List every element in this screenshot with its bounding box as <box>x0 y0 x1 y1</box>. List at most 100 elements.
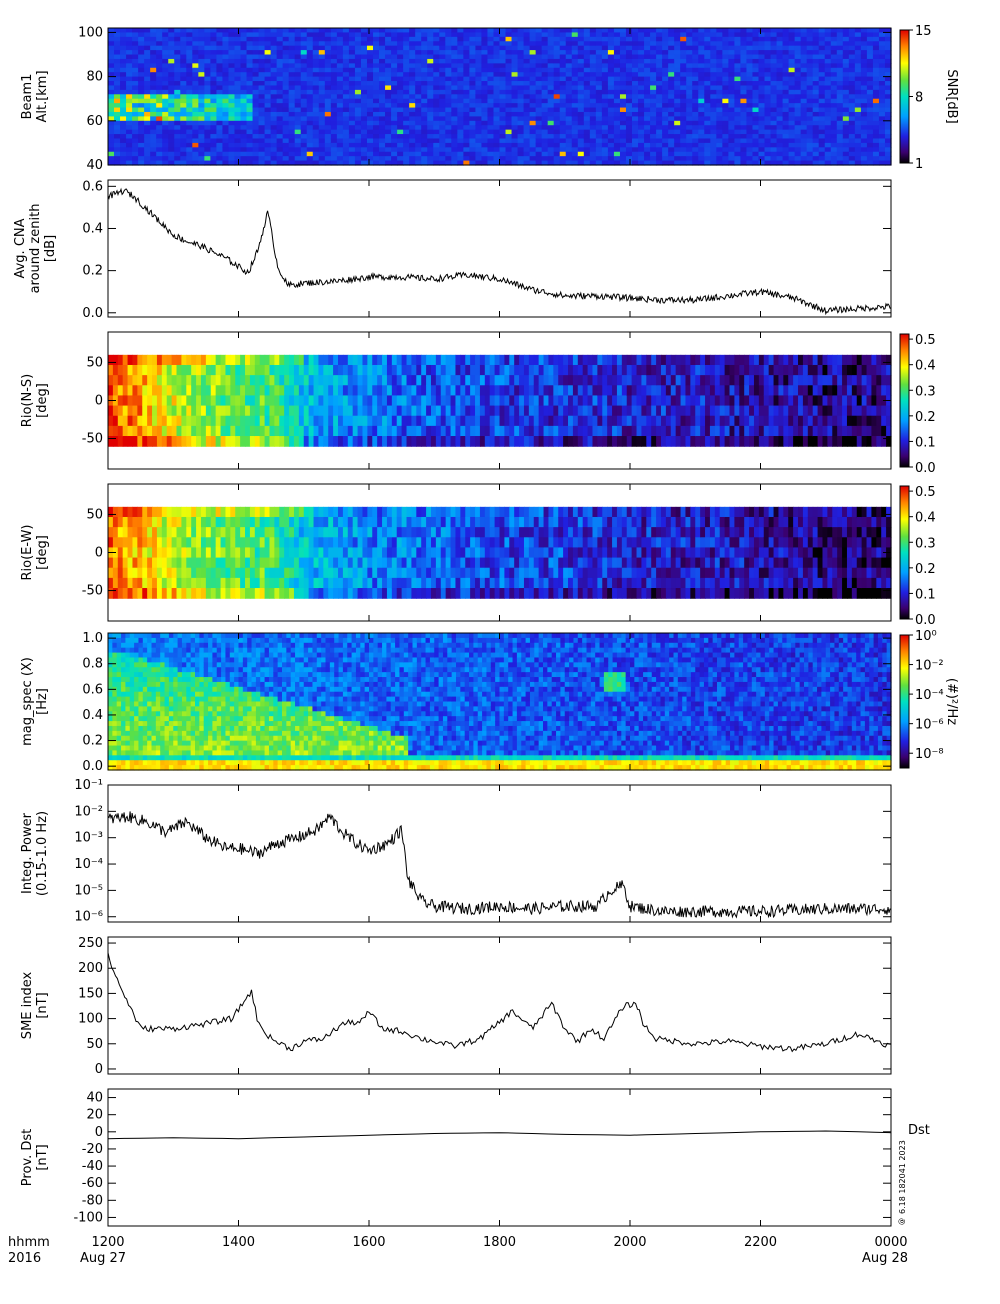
beam1-cell <box>518 81 525 86</box>
beam1-cell <box>222 99 229 104</box>
beam1-cell <box>608 121 615 126</box>
beam1-cell <box>692 55 699 60</box>
beam1-cell <box>277 103 284 108</box>
rio-ns-cell <box>137 426 142 437</box>
beam1-cell <box>680 55 687 60</box>
beam1-cell <box>325 68 332 73</box>
beam1-cell <box>174 63 181 68</box>
beam1-cell <box>722 68 729 73</box>
beam1-cell <box>379 108 386 113</box>
beam1-cell <box>704 103 711 108</box>
beam1-cell <box>686 28 693 33</box>
beam1-cell <box>469 85 476 90</box>
rio-ns-cell <box>544 365 549 376</box>
beam1-cell <box>138 94 145 99</box>
rio-ns-cell <box>553 385 558 396</box>
beam1-cell <box>409 77 416 82</box>
beam1-cell <box>656 68 663 73</box>
rio-ns-cell <box>152 365 157 376</box>
beam1-cell <box>656 37 663 42</box>
beam1-cell <box>186 46 193 51</box>
beam1-cell <box>572 156 579 161</box>
beam1-cell <box>138 112 145 117</box>
beam1-cell <box>126 28 133 33</box>
beam1-cell <box>234 55 241 60</box>
beam1-cell <box>397 90 404 95</box>
rio-ns-cell <box>333 395 338 406</box>
beam1-cell <box>734 121 741 126</box>
beam1-cell <box>771 28 778 33</box>
beam1-cell <box>596 63 603 68</box>
rio-ns-cell <box>524 436 529 447</box>
beam1-cell <box>277 32 284 37</box>
rio-ns-cell <box>147 406 152 417</box>
beam1-cell <box>758 147 765 152</box>
beam1-cell <box>692 50 699 55</box>
beam1-cell <box>138 121 145 126</box>
beam1-cell <box>162 81 169 86</box>
rio-ns-cell <box>250 406 255 417</box>
beam1-cell <box>698 32 705 37</box>
rio-ns-cell <box>274 406 279 417</box>
rio-ns-cell <box>235 395 240 406</box>
beam1-cell <box>355 77 362 82</box>
beam1-cell <box>867 121 874 126</box>
rio-ns-cell <box>177 406 182 417</box>
beam1-cell <box>584 121 591 126</box>
beam1-cell <box>867 156 874 161</box>
beam1-cell <box>614 125 621 130</box>
beam1-cell <box>313 99 320 104</box>
beam1-cell <box>108 147 115 152</box>
beam1-cell <box>638 138 645 143</box>
beam1-cell <box>771 138 778 143</box>
beam1-cell <box>403 99 410 104</box>
beam1-cell <box>415 152 422 157</box>
beam1-cell <box>512 37 519 42</box>
beam1-cell <box>337 125 344 130</box>
beam1-cell <box>283 28 290 33</box>
beam1-cell <box>150 125 157 130</box>
rio-ns-cell <box>548 365 553 376</box>
beam1-cell <box>391 77 398 82</box>
beam1-cell <box>114 50 121 55</box>
beam1-cell <box>307 55 314 60</box>
beam1-cell <box>524 50 531 55</box>
beam1-cell <box>295 130 302 135</box>
beam1-cell <box>463 121 470 126</box>
beam1-cell <box>746 28 753 33</box>
beam1-cell <box>174 156 181 161</box>
rio-ns-cell <box>289 416 294 427</box>
beam1-cell <box>572 103 579 108</box>
beam1-cell <box>439 46 446 51</box>
beam1-cell <box>469 81 476 86</box>
beam1-cell <box>277 130 284 135</box>
beam1-cell <box>349 32 356 37</box>
beam1-cell <box>644 46 651 51</box>
beam1-cell <box>813 138 820 143</box>
beam1-cell <box>614 50 621 55</box>
beam1-cell <box>156 130 163 135</box>
beam1-cell <box>204 138 211 143</box>
beam1-cell <box>512 134 519 139</box>
beam1-cell <box>379 63 386 68</box>
beam1-cell <box>620 143 627 148</box>
beam1-cell <box>777 68 784 73</box>
beam1-cell <box>475 81 482 86</box>
rio-ns-cell <box>230 355 235 366</box>
beam1-cell <box>192 147 199 152</box>
beam1-cell <box>301 147 308 152</box>
beam1-cell <box>692 152 699 157</box>
beam1-cell <box>524 81 531 86</box>
rio-ns-cell <box>578 426 583 437</box>
rio-ns-cell <box>426 416 431 427</box>
beam1-cell <box>493 37 500 42</box>
beam1-cell <box>216 116 223 121</box>
beam1-cell <box>265 50 272 55</box>
beam1-cell <box>626 147 633 152</box>
beam1-cell <box>289 41 296 46</box>
beam1-cell <box>807 121 814 126</box>
beam1-cell <box>198 103 205 108</box>
beam1-cell <box>722 41 729 46</box>
beam1-cell <box>746 85 753 90</box>
beam1-cell <box>861 108 868 113</box>
